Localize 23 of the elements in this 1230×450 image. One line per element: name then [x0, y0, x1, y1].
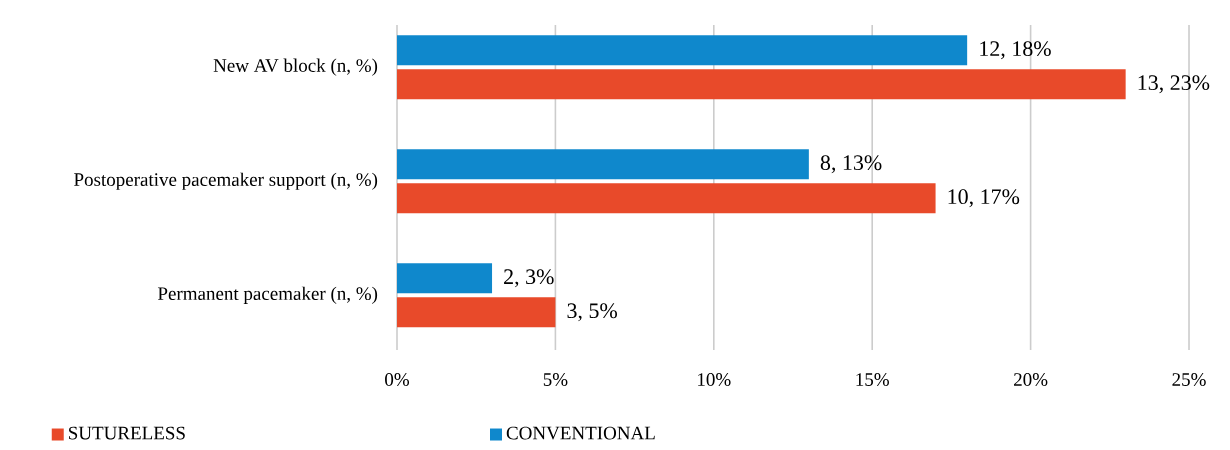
x-tick-label: 0%: [385, 373, 410, 386]
data-label: 12, 18%: [980, 41, 1051, 60]
bar: [397, 69, 1126, 100]
bar: [397, 149, 809, 180]
x-tick-label: 25%: [1172, 373, 1206, 386]
y-tick-label: Postoperative pacemaker support (n, %): [74, 172, 378, 190]
legend-label: SUTURELESS: [69, 426, 185, 440]
data-label: 2, 3%: [504, 269, 554, 288]
data-label: 3, 5%: [567, 303, 618, 322]
y-tick-label: Permanent pacemaker (n, %): [157, 286, 378, 304]
bar: [397, 35, 968, 66]
x-tick-label: 10%: [698, 373, 731, 386]
data-label: 10, 17%: [948, 189, 1020, 208]
x-tick-label: 5%: [543, 373, 568, 386]
x-tick-label: 15%: [856, 373, 889, 386]
legend-label: CONVENTIONAL: [506, 426, 655, 440]
y-tick-label: New AV block (n, %): [213, 58, 378, 76]
data-label: 13, 23%: [1138, 75, 1210, 94]
bar: [397, 183, 936, 214]
bar: [397, 297, 556, 328]
x-tick-label: 20%: [1014, 373, 1048, 386]
bar: [397, 263, 493, 294]
data-label: 8, 13%: [820, 155, 882, 174]
